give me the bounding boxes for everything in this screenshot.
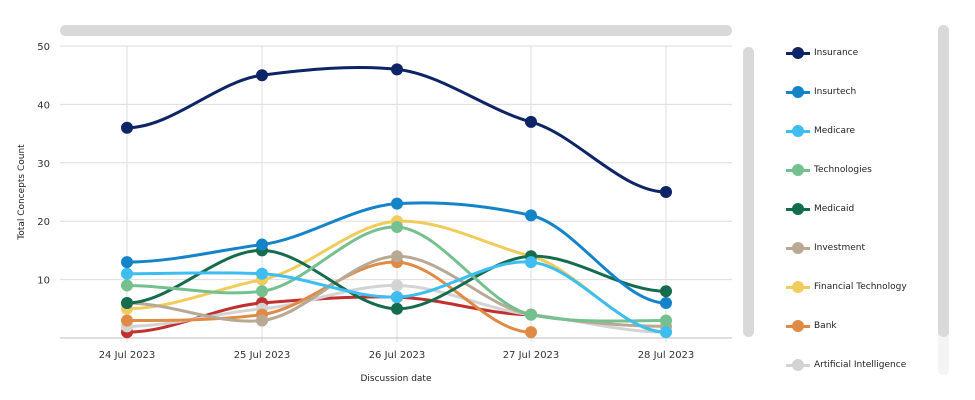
legend-label: Medicare	[814, 125, 856, 136]
legend-item-insurtech[interactable]: Insurtech	[786, 72, 936, 111]
data-point-technologies[interactable]	[256, 285, 268, 298]
legend-label: Insurance	[814, 47, 859, 58]
data-point-investment[interactable]	[256, 314, 268, 327]
legend-marker-icon	[786, 358, 810, 372]
chart-vertical-scrollbar[interactable]	[743, 47, 754, 337]
legend-marker-icon	[786, 163, 810, 177]
x-axis-title: Discussion date	[360, 374, 431, 384]
x-tick-label: 28 Jul 2023	[638, 350, 695, 361]
y-tick-label: 30	[37, 159, 50, 170]
x-tick-label: 26 Jul 2023	[369, 350, 426, 361]
legend-item-technologies[interactable]: Technologies	[786, 150, 936, 189]
data-point-artificial-intelligence[interactable]	[391, 279, 403, 292]
data-point-insurtech[interactable]	[121, 256, 133, 269]
legend-marker-icon	[786, 241, 810, 255]
data-point-insurtech[interactable]	[256, 238, 268, 251]
legend-marker-icon	[786, 280, 810, 294]
legend: Insurance Insurtech Medicare Technologies Me…	[786, 33, 936, 384]
data-point-medicare[interactable]	[525, 256, 537, 269]
legend-label: Artificial Intelligence	[814, 359, 907, 370]
y-tick-label: 40	[37, 100, 50, 111]
legend-label: Technologies	[814, 164, 872, 175]
data-point-insurance[interactable]	[391, 63, 403, 76]
data-point-technologies[interactable]	[391, 221, 403, 234]
horizontal-scrollbar[interactable]	[60, 25, 732, 36]
legend-item-medicare[interactable]: Medicare	[786, 111, 936, 150]
y-tick-label: 50	[37, 42, 50, 53]
legend-label: Bank	[814, 320, 837, 331]
data-point-investment[interactable]	[391, 250, 403, 263]
data-point-medicaid[interactable]	[391, 302, 403, 315]
data-point-insurance[interactable]	[525, 115, 537, 128]
series-points	[121, 63, 672, 339]
legend-marker-icon	[786, 124, 810, 138]
x-tick-label: 25 Jul 2023	[234, 350, 291, 361]
x-tick-label: 27 Jul 2023	[503, 350, 560, 361]
legend-item-insurance[interactable]: Insurance	[786, 33, 936, 72]
data-point-medicaid[interactable]	[121, 296, 133, 309]
data-point-insurance[interactable]	[121, 121, 133, 134]
data-point-medicare[interactable]	[660, 326, 672, 339]
data-point-technologies[interactable]	[660, 314, 672, 327]
legend-scrollbar[interactable]	[938, 25, 949, 337]
y-axis-title: Total Concepts Count	[17, 144, 27, 241]
legend-item-artificial-intelligence[interactable]: Artificial Intelligence	[786, 345, 936, 384]
data-point-bank[interactable]	[525, 326, 537, 339]
legend-marker-icon	[786, 319, 810, 333]
data-point-medicaid[interactable]	[660, 285, 672, 298]
data-point-technologies[interactable]	[525, 308, 537, 321]
data-point-technologies[interactable]	[121, 279, 133, 292]
data-point-bank[interactable]	[121, 314, 133, 327]
data-point-medicare[interactable]	[256, 267, 268, 280]
y-tick-label: 10	[37, 276, 50, 287]
x-tick-label: 24 Jul 2023	[99, 350, 156, 361]
data-point-insurance[interactable]	[256, 69, 268, 82]
y-axis-ticks: 10 20 30 40 50	[37, 42, 50, 287]
legend-marker-icon	[786, 46, 810, 60]
data-point-insurtech[interactable]	[391, 197, 403, 210]
legend-item-financial-technology[interactable]: Financial Technology	[786, 267, 936, 306]
data-point-medicare[interactable]	[121, 267, 133, 280]
legend-marker-icon	[786, 202, 810, 216]
legend-label: Financial Technology	[814, 281, 907, 292]
data-point-medicare[interactable]	[391, 291, 403, 304]
legend-item-investment[interactable]: Investment	[786, 228, 936, 267]
legend-label: Medicaid	[814, 203, 855, 214]
y-tick-label: 20	[37, 217, 50, 228]
x-axis-ticks: 24 Jul 2023 25 Jul 2023 26 Jul 2023 27 Jul …	[99, 350, 695, 361]
legend-item-medicaid[interactable]: Medicaid	[786, 189, 936, 228]
legend-label: Investment	[814, 242, 865, 253]
legend-label: Insurtech	[814, 86, 857, 97]
legend-item-bank[interactable]: Bank	[786, 306, 936, 345]
data-point-insurtech[interactable]	[660, 296, 672, 309]
data-point-insurance[interactable]	[660, 186, 672, 198]
legend-marker-icon	[786, 85, 810, 99]
line-chart: 10 20 30 40 50 24 Jul 2023 25 Jul 2023 26 Jul …	[17, 42, 732, 384]
data-point-insurtech[interactable]	[525, 209, 537, 222]
